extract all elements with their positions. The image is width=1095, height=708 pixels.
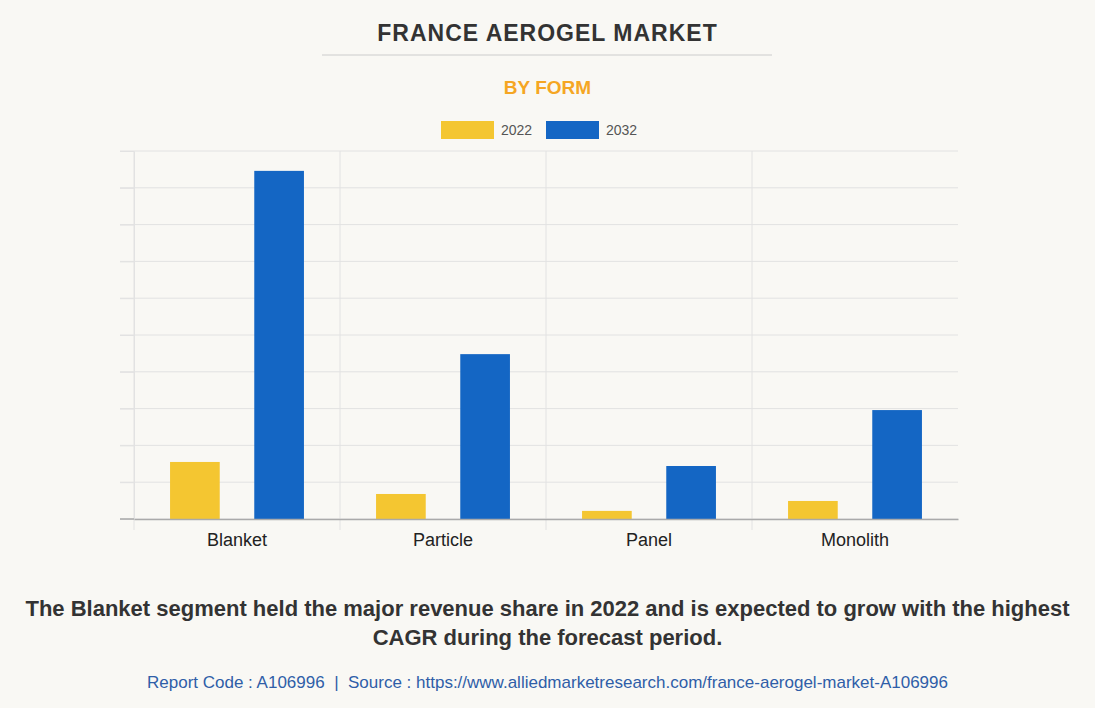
category-separator — [546, 151, 547, 530]
bar — [460, 354, 510, 519]
y-tick — [120, 482, 134, 483]
grid-line — [120, 224, 958, 225]
y-tick — [120, 519, 134, 520]
bar — [254, 171, 304, 519]
y-tick-mark — [120, 519, 134, 520]
bars — [170, 171, 922, 519]
bar — [170, 462, 220, 519]
y-tick — [120, 188, 134, 189]
y-tick-mark — [120, 335, 134, 336]
x-tick: Particle — [413, 519, 473, 550]
category-separator — [134, 151, 135, 530]
x-tick: Panel — [626, 519, 672, 550]
grid-line — [120, 151, 958, 152]
y-tick — [120, 298, 134, 299]
x-tick-label: Monolith — [821, 530, 889, 550]
grid — [120, 151, 958, 530]
x-axis: Blanket Particle Panel Monolith — [135, 519, 959, 550]
bar — [666, 466, 716, 519]
bar — [872, 410, 922, 519]
legend-swatch — [441, 121, 494, 139]
y-tick-mark — [120, 445, 134, 446]
y-tick — [120, 409, 134, 410]
bar — [788, 501, 838, 519]
title-rule — [322, 55, 772, 56]
y-tick-mark — [120, 372, 134, 373]
title: FRANCE AEROGEL MARKET — [377, 20, 717, 46]
subtitle: BY FORM — [504, 77, 591, 98]
y-tick — [120, 225, 134, 226]
legend-swatch — [546, 121, 599, 139]
y-tick — [120, 151, 134, 152]
y-tick-mark — [120, 409, 134, 410]
grid-line — [120, 261, 958, 262]
x-tick-label: Panel — [626, 530, 672, 550]
grid-line — [120, 335, 958, 336]
y-tick — [120, 261, 134, 262]
x-tick: Monolith — [821, 519, 889, 550]
grid-line — [120, 371, 958, 372]
y-tick-mark — [120, 261, 134, 262]
caption: The Blanket segment held the major reven… — [17, 594, 1078, 652]
bar — [582, 511, 632, 519]
y-tick-mark — [120, 188, 134, 189]
y-tick-mark — [120, 298, 134, 299]
category-separator — [752, 151, 753, 530]
category-separator — [340, 151, 341, 530]
grid-line — [120, 187, 958, 188]
y-axis — [120, 152, 135, 520]
baseline-extension — [120, 518, 134, 520]
y-tick — [120, 335, 134, 336]
y-axis-line — [134, 152, 135, 520]
legend-label: 2022 — [501, 122, 532, 138]
x-tick: Blanket — [207, 519, 267, 550]
y-tick-mark — [120, 482, 134, 483]
y-tick-mark — [120, 151, 134, 152]
legend-label: 2032 — [606, 122, 637, 138]
grid-line — [120, 445, 958, 446]
x-tick-label: Particle — [413, 530, 473, 550]
grid-line — [120, 298, 958, 299]
grid-line — [120, 408, 958, 409]
legend: 2022 2032 — [441, 121, 637, 139]
grid-line — [120, 482, 958, 483]
y-tick — [120, 445, 134, 446]
y-tick — [120, 372, 134, 373]
source-note: Report Code : A106996 | Source : https:/… — [147, 673, 948, 692]
bar — [376, 494, 426, 519]
x-tick-label: Blanket — [207, 530, 267, 550]
x-axis-line — [135, 519, 959, 521]
y-tick-mark — [120, 225, 134, 226]
